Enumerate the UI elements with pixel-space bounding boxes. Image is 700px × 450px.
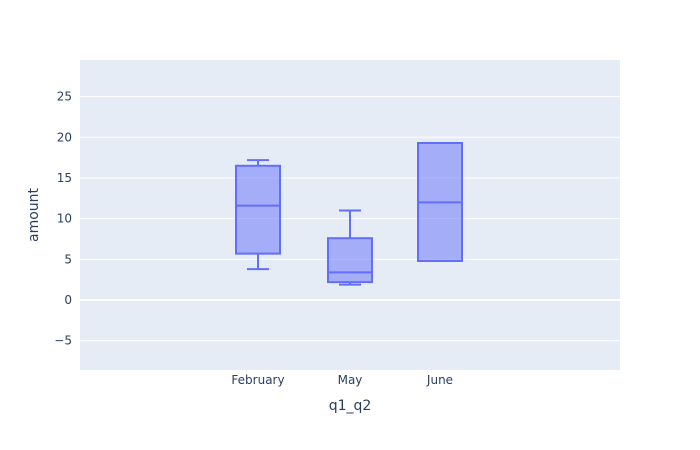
x-tick-label: February <box>231 373 284 387</box>
box-february <box>235 159 281 271</box>
box-may <box>327 209 373 286</box>
box-june <box>417 141 463 262</box>
x-axis-title: q1_q2 <box>329 398 372 414</box>
boxes <box>235 141 463 286</box>
y-axis-title: amount <box>26 187 42 242</box>
box-iqr <box>235 164 281 255</box>
y-tick-labels: −5 0 5 10 15 20 25 <box>54 90 72 348</box>
x-tick-label: June <box>426 373 453 387</box>
y-tick-label: 0 <box>64 293 72 307</box>
y-tick-label: 25 <box>57 90 72 104</box>
y-tick-label: 15 <box>57 171 72 185</box>
y-tick-label: 5 <box>64 252 72 266</box>
box-iqr <box>327 237 373 284</box>
y-tick-label: −5 <box>54 334 72 348</box>
y-tick-label: 20 <box>57 130 72 144</box>
x-tick-labels: February May June <box>231 373 453 387</box>
y-tick-label: 10 <box>57 212 72 226</box>
x-tick-label: May <box>338 373 363 387</box>
